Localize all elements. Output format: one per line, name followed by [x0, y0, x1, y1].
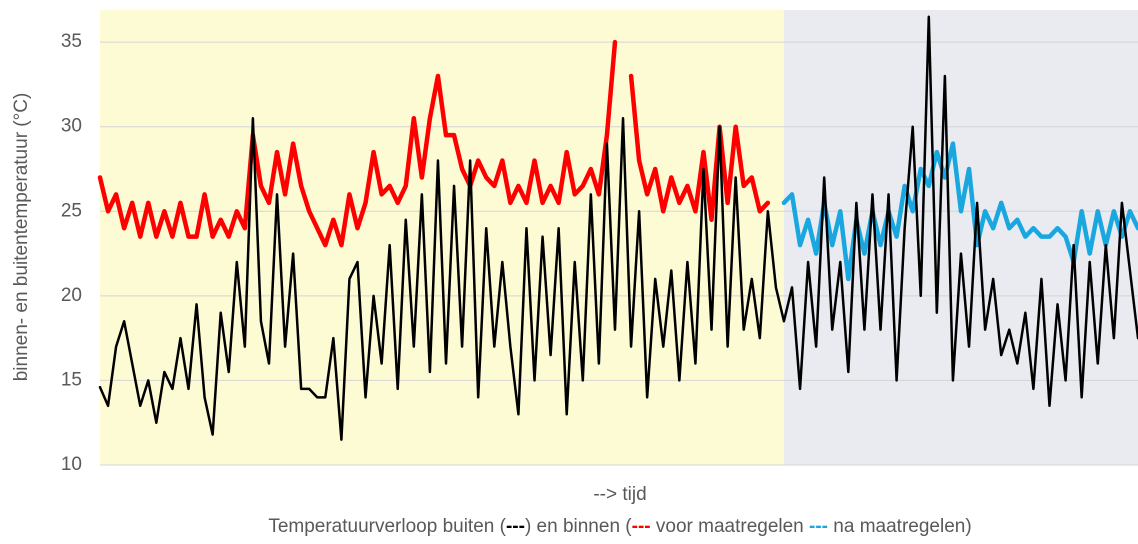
- caption-part: na maatregelen): [828, 516, 972, 537]
- y-tick-label: 15: [61, 369, 82, 390]
- x-axis-label: --> tijd: [593, 484, 646, 505]
- caption-part: voor maatregelen: [651, 516, 809, 537]
- series-line: [97, 39, 771, 248]
- caption-part: ) en binnen (: [525, 516, 632, 537]
- caption-part: ---: [632, 516, 651, 537]
- y-tick-label: 30: [61, 116, 82, 137]
- caption: Temperatuurverloop buiten (---) en binne…: [268, 516, 971, 537]
- y-tick-label: 10: [61, 454, 82, 475]
- y-axis-label: binnen- en buitentemperatuur (°C): [11, 93, 32, 382]
- y-tick-label: 35: [61, 31, 82, 52]
- series-line: [781, 141, 1138, 282]
- y-tick-label: 20: [61, 285, 82, 306]
- caption-part: Temperatuurverloop buiten (: [268, 516, 506, 537]
- lines: [97, 15, 1138, 441]
- caption-part: ---: [809, 516, 828, 537]
- caption-part: ---: [506, 516, 525, 537]
- y-tick-label: 25: [61, 200, 82, 221]
- series-line: [98, 15, 1138, 441]
